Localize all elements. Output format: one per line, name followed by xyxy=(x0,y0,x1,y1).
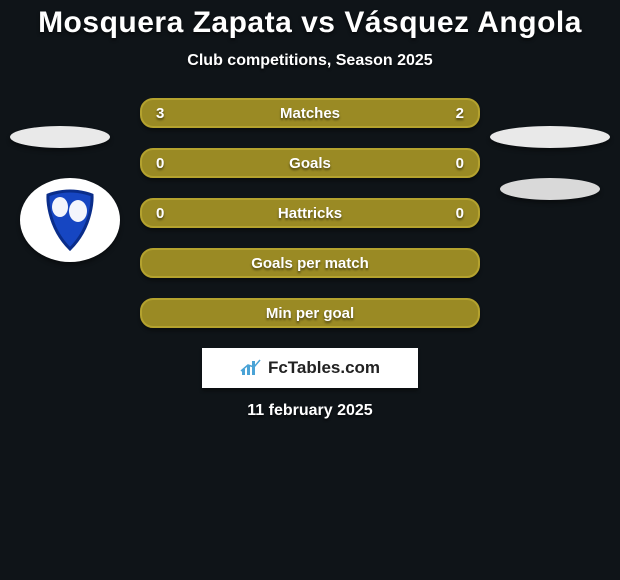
stat-row-goals: 0 Goals 0 xyxy=(140,148,480,178)
stat-row-min-per-goal: Min per goal xyxy=(140,298,480,328)
player-left-club-logo: M xyxy=(20,178,120,262)
stat-left-value: 3 xyxy=(156,105,164,122)
logo-letter: M xyxy=(63,223,78,239)
stat-left-value: 0 xyxy=(156,155,164,172)
stat-row-hattricks: 0 Hattricks 0 xyxy=(140,198,480,228)
page-title: Mosquera Zapata vs Vásquez Angola xyxy=(0,0,620,40)
page-subtitle: Club competitions, Season 2025 xyxy=(0,52,620,70)
stat-right-value: 0 xyxy=(456,205,464,222)
stats-container: 3 Matches 2 0 Goals 0 0 Hattricks 0 Goal… xyxy=(140,98,480,328)
stat-right-value: 2 xyxy=(456,105,464,122)
date-label: 11 february 2025 xyxy=(0,402,620,420)
player-left-ellipse xyxy=(10,126,110,148)
stat-left-value: 0 xyxy=(156,205,164,222)
player-right-ellipse-bottom xyxy=(500,178,600,200)
stat-label: Min per goal xyxy=(266,305,354,322)
stat-row-goals-per-match: Goals per match xyxy=(140,248,480,278)
source-badge: FcTables.com xyxy=(202,348,418,388)
stat-right-value: 0 xyxy=(456,155,464,172)
shield-icon: M xyxy=(42,189,98,251)
stat-label: Matches xyxy=(280,105,340,122)
infographic-root: Mosquera Zapata vs Vásquez Angola Club c… xyxy=(0,0,620,580)
stat-label: Goals xyxy=(289,155,331,172)
stat-label: Goals per match xyxy=(251,255,369,272)
bar-chart-icon xyxy=(240,359,262,377)
player-right-ellipse-top xyxy=(490,126,610,148)
stat-row-matches: 3 Matches 2 xyxy=(140,98,480,128)
source-badge-text: FcTables.com xyxy=(268,358,380,378)
stat-label: Hattricks xyxy=(278,205,342,222)
